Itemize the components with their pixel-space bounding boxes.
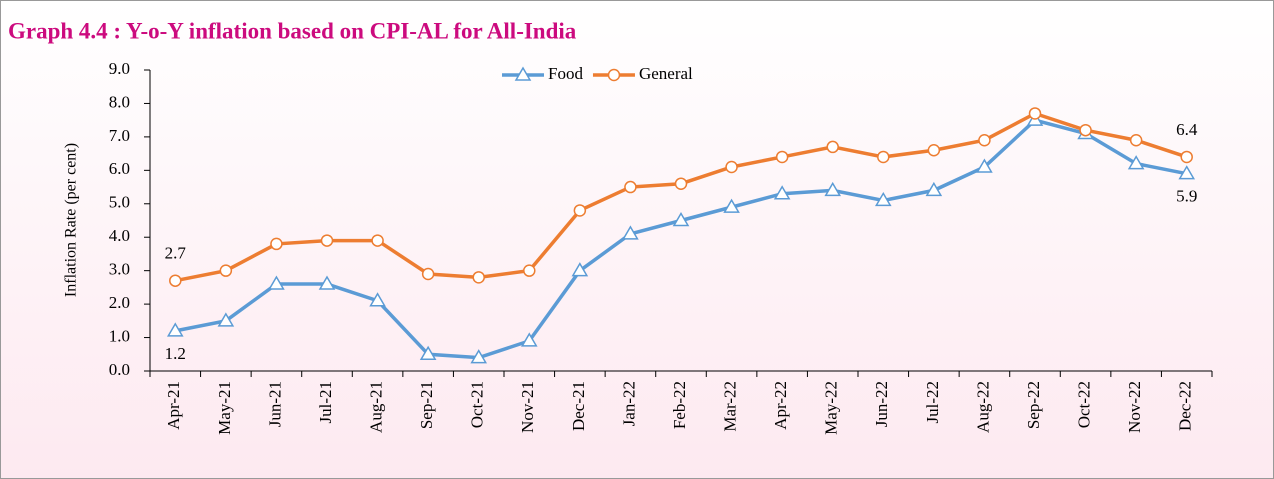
x-tick-label: May-21 [215, 381, 234, 435]
y-tick-label: 0.0 [109, 360, 130, 379]
marker [320, 234, 334, 247]
x-tick-label: Aug-21 [366, 381, 385, 433]
x-tick-label: Jul-21 [316, 381, 335, 424]
marker [927, 144, 941, 157]
marker [976, 158, 993, 173]
y-axis-label: Inflation Rate (per cent) [63, 143, 80, 297]
data-label: 1.2 [165, 344, 186, 363]
marker [369, 292, 386, 307]
x-tick-label: Jul-22 [923, 381, 942, 424]
x-tick-label: Jun-22 [872, 381, 891, 427]
marker [217, 312, 235, 327]
x-tick-label: Dec-22 [1176, 381, 1195, 431]
marker [824, 181, 842, 197]
marker [371, 234, 384, 247]
x-tick-label: Apr-21 [164, 381, 183, 430]
legend-label: Food [548, 64, 583, 83]
x-tick-label: Dec-21 [569, 381, 588, 431]
marker [523, 264, 536, 277]
x-tick-label: Oct-22 [1074, 381, 1093, 428]
x-tick-label: Sep-21 [417, 381, 436, 429]
marker [520, 332, 538, 347]
marker [419, 345, 437, 361]
y-tick-label: 7.0 [109, 126, 130, 145]
y-tick-label: 8.0 [109, 92, 130, 111]
marker [166, 322, 184, 337]
x-tick-label: Aug-22 [973, 381, 992, 433]
y-tick-label: 1.0 [109, 326, 130, 345]
marker [925, 181, 943, 197]
marker [571, 262, 589, 277]
x-tick-label: Nov-22 [1125, 381, 1144, 433]
marker [1180, 150, 1193, 164]
x-tick-label: Sep-22 [1024, 381, 1043, 429]
marker [874, 191, 892, 207]
marker [826, 140, 839, 154]
marker [1178, 165, 1196, 180]
y-tick-label: 6.0 [109, 159, 130, 178]
x-tick-label: Feb-22 [670, 381, 689, 429]
y-tick-label: 3.0 [109, 260, 130, 279]
marker [514, 66, 532, 81]
y-tick-label: 5.0 [109, 193, 130, 212]
marker [773, 185, 791, 200]
marker [169, 274, 182, 287]
marker [270, 237, 283, 251]
marker [1129, 133, 1143, 147]
marker [219, 264, 233, 277]
marker [775, 150, 789, 164]
marker [1127, 155, 1145, 170]
marker [268, 275, 285, 290]
marker [725, 160, 738, 174]
x-tick-label: Oct-21 [468, 381, 487, 428]
marker [624, 180, 637, 194]
x-tick-label: Apr-22 [771, 381, 790, 430]
data-label: 5.9 [1176, 187, 1197, 206]
marker [421, 267, 435, 281]
marker [573, 204, 587, 217]
y-tick-label: 2.0 [109, 293, 130, 312]
data-label: 2.7 [165, 244, 187, 263]
y-tick-label: 9.0 [109, 59, 130, 78]
marker [622, 225, 639, 240]
x-tick-label: May-22 [822, 381, 841, 435]
marker [978, 133, 991, 147]
marker [1079, 123, 1092, 137]
chart-title: Graph 4.4 : Y-o-Y inflation based on CPI… [8, 18, 577, 43]
marker [318, 275, 336, 290]
x-tick-label: Jun-21 [265, 381, 284, 427]
marker [472, 271, 485, 284]
x-tick-label: Mar-22 [720, 381, 739, 432]
marker [470, 349, 488, 364]
marker [723, 198, 740, 213]
marker [877, 150, 890, 164]
marker [674, 177, 688, 190]
legend-label: General [639, 64, 693, 83]
marker [672, 212, 690, 227]
data-label: 6.4 [1176, 120, 1198, 139]
marker [607, 68, 621, 82]
x-tick-label: Jan-22 [619, 381, 638, 426]
x-tick-label: Nov-21 [518, 381, 537, 433]
marker [1028, 107, 1042, 120]
y-tick-label: 4.0 [109, 226, 130, 245]
